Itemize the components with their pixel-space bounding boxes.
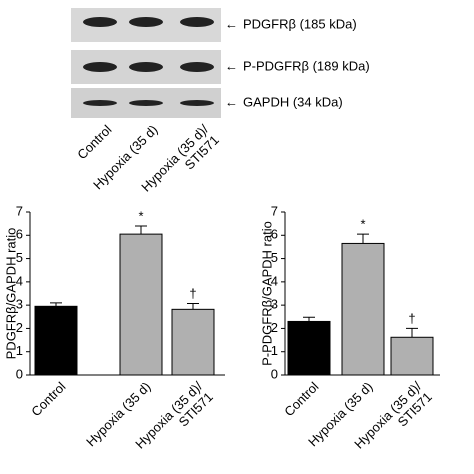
y-tick-label: 6 [271, 227, 278, 242]
y-tick-label: 3 [16, 297, 23, 312]
y-tick-label: 2 [271, 320, 278, 335]
y-axis-label: P-PDGFRβ/GAPDH ratio [259, 221, 274, 366]
y-tick-label: 4 [271, 273, 278, 288]
y-tick-label: 0 [16, 366, 23, 381]
band [83, 100, 117, 106]
error-bar [50, 302, 62, 307]
y-tick-label: 5 [271, 250, 278, 265]
bar [34, 305, 78, 376]
y-tick-label: 1 [16, 343, 23, 358]
band-arrow: ← [225, 94, 238, 109]
band [129, 17, 163, 27]
y-tick-label: 5 [16, 250, 23, 265]
band [83, 62, 117, 72]
significance-label: † [189, 286, 196, 301]
band-label: P-PDGFRβ (189 kDa) [243, 58, 370, 73]
y-tick-label: 3 [271, 297, 278, 312]
y-tick-label: 7 [16, 203, 23, 218]
band-label: PDGFRβ (185 kDa) [243, 16, 357, 31]
significance-label: * [138, 208, 143, 223]
band-label: GAPDH (34 kDa) [243, 94, 343, 109]
error-bar [187, 303, 199, 310]
band-arrow: ← [225, 58, 238, 73]
y-tick-label: 0 [271, 366, 278, 381]
error-bar [135, 225, 147, 235]
error-bar [357, 233, 369, 244]
band [129, 62, 163, 72]
error-bar [406, 327, 418, 338]
y-tick-label: 2 [16, 320, 23, 335]
y-tick-label: 6 [16, 227, 23, 242]
y-tick-label: 1 [271, 343, 278, 358]
bar [287, 320, 331, 376]
x-tick-label: Control [28, 379, 68, 419]
bar [171, 308, 215, 376]
bar [390, 336, 434, 376]
y-axis-label: PDGFRβ/GAPDH ratio [3, 228, 18, 360]
x-tick-label: Control [281, 379, 321, 419]
lane-label: Control [74, 122, 114, 162]
y-tick-label: 7 [271, 203, 278, 218]
significance-label: * [360, 217, 365, 232]
significance-label: † [408, 311, 415, 326]
band [180, 100, 214, 106]
band-arrow: ← [225, 16, 238, 31]
band [180, 17, 214, 27]
bar [119, 233, 163, 376]
y-tick-label: 4 [16, 273, 23, 288]
error-bar [303, 316, 315, 322]
band [129, 100, 163, 106]
band [180, 62, 214, 72]
bar [341, 242, 385, 376]
band [83, 17, 117, 27]
